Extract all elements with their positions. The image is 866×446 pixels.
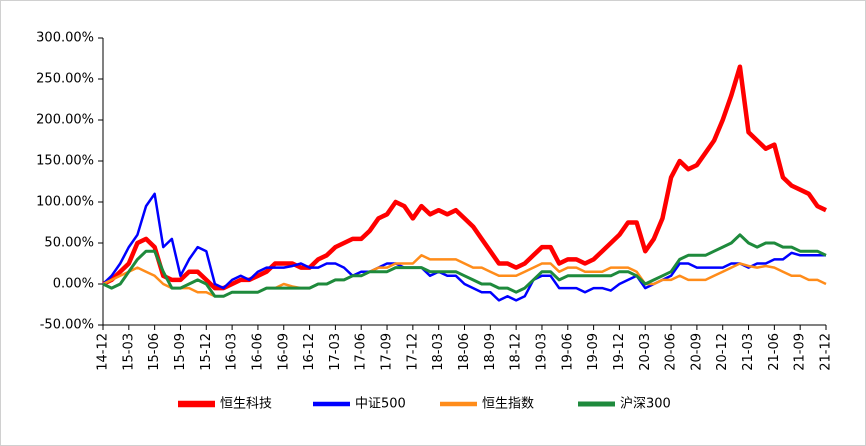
- legend-label: 恒生科技: [220, 397, 272, 412]
- series-line: [102, 192, 826, 302]
- x-tick-label: 19-12: [612, 333, 627, 371]
- x-tick-label: 16-09: [276, 333, 291, 371]
- x-tick-label: 17-03: [328, 333, 343, 371]
- x-tick-label: 20-09: [689, 333, 704, 371]
- x-tick-label: 20-06: [664, 333, 679, 371]
- x-tick-label: 17-12: [405, 333, 420, 371]
- y-tick-label: 250.00%: [36, 72, 94, 87]
- x-tick-label: 16-03: [225, 333, 240, 371]
- y-tick-label: 200.00%: [36, 113, 94, 128]
- x-tick-label: 15-12: [199, 333, 214, 371]
- x-tick-label: 17-06: [354, 333, 369, 371]
- legend-label: 中证500: [355, 397, 406, 412]
- y-tick-label: -50.00%: [40, 318, 94, 333]
- x-tick-label: 18-06: [457, 333, 472, 371]
- x-tick-label: 21-09: [793, 333, 808, 371]
- x-tick-label: 20-12: [715, 333, 730, 371]
- x-tick-label: 14-12: [96, 333, 111, 371]
- y-tick-label: 150.00%: [36, 154, 94, 169]
- x-tick-label: 19-06: [560, 333, 575, 371]
- x-tick-label: 18-09: [483, 333, 498, 371]
- x-tick-label: 20-03: [638, 333, 653, 371]
- x-tick-label: 15-06: [147, 333, 162, 371]
- x-tick-label: 15-03: [121, 333, 136, 371]
- series-line: [102, 233, 827, 298]
- x-tick-label: 16-06: [250, 333, 265, 371]
- x-tick-label: 18-03: [431, 333, 446, 371]
- x-tick-label: 18-12: [509, 333, 524, 371]
- x-tick-label: 21-03: [741, 333, 756, 371]
- x-tick-label: 16-12: [302, 333, 317, 371]
- x-tick-label: 15-09: [173, 333, 188, 371]
- x-tick-label: 19-03: [534, 333, 549, 371]
- x-tick-label: 17-09: [380, 333, 395, 371]
- legend-label: 沪深300: [620, 396, 671, 412]
- x-tick-label: 21-06: [767, 333, 782, 371]
- y-tick-label: 0.00%: [53, 277, 94, 292]
- y-tick-label: 300.00%: [36, 31, 94, 46]
- x-tick-label: 21-12: [819, 333, 834, 371]
- y-tick-label: 100.00%: [36, 195, 94, 210]
- x-tick-label: 19-09: [586, 333, 601, 371]
- y-tick-label: 50.00%: [44, 236, 94, 251]
- legend-label: 恒生指数: [482, 397, 534, 412]
